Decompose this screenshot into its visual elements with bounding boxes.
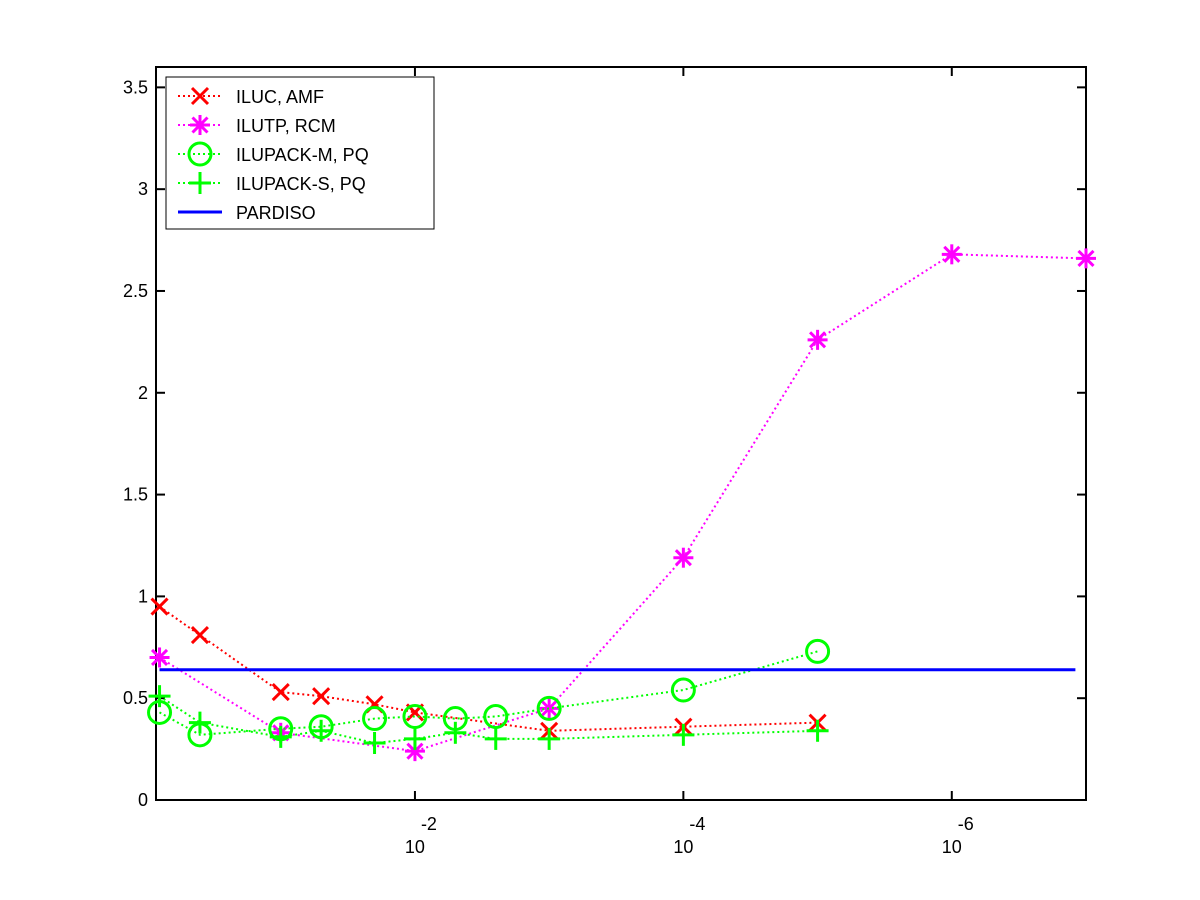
asterisk-marker-stroke xyxy=(809,331,827,349)
legend-label: ILUPACK-M, PQ xyxy=(236,145,369,165)
circle-marker xyxy=(536,695,562,721)
circle-marker xyxy=(483,704,509,730)
data-point xyxy=(271,683,290,702)
data-point xyxy=(539,698,560,719)
legend-entry: PARDISO xyxy=(178,203,316,223)
y-tick-label: 2 xyxy=(138,383,148,403)
asterisk-marker-stroke xyxy=(674,549,692,567)
x-marker-stroke xyxy=(190,86,210,106)
data-point xyxy=(806,719,829,742)
circle-marker xyxy=(805,638,831,664)
x-tick-label-base: 10 xyxy=(405,837,425,857)
y-tick-label: 1 xyxy=(138,586,148,606)
data-point xyxy=(805,638,831,664)
data-point xyxy=(403,727,426,750)
data-point xyxy=(536,695,562,721)
x-tick-label-exponent: -4 xyxy=(689,814,705,834)
legend-entry: ILUPACK-M, PQ xyxy=(178,141,369,167)
data-point xyxy=(941,244,962,265)
data-point xyxy=(444,721,467,744)
x-marker-stroke xyxy=(271,683,290,702)
y-tick-label: 0.5 xyxy=(123,688,148,708)
series-2 xyxy=(147,638,831,748)
data-point xyxy=(538,727,561,750)
x-tick-label-exponent: -2 xyxy=(421,814,437,834)
circle-marker xyxy=(362,706,388,732)
series-layer xyxy=(147,244,1096,762)
data-point xyxy=(149,647,170,668)
data-point xyxy=(670,677,696,703)
data-point xyxy=(310,719,333,742)
x-tick-label-base: 10 xyxy=(942,837,962,857)
data-point xyxy=(363,731,386,754)
asterisk-marker-stroke xyxy=(406,742,424,760)
legend-entry: ILUC, AMF xyxy=(178,86,324,107)
data-point xyxy=(672,723,695,746)
y-tick-label: 0 xyxy=(138,790,148,810)
data-point xyxy=(402,704,428,730)
y-tick-label: 3 xyxy=(138,179,148,199)
data-point xyxy=(269,725,292,748)
data-point xyxy=(190,626,209,645)
asterisk-marker-stroke xyxy=(943,245,961,263)
legend-entry: ILUPACK-S, PQ xyxy=(178,172,366,194)
x-tick-label-exponent: -6 xyxy=(958,814,974,834)
axis-ticks: 0 0.5 1 1.5 2 2.5 3 3.5 10 -2 10 -4 10 -6 xyxy=(123,67,1086,857)
legend-label: ILUPACK-S, PQ xyxy=(236,174,366,194)
series-3 xyxy=(148,685,829,754)
data-point xyxy=(362,706,388,732)
asterisk-marker-stroke xyxy=(1077,249,1095,267)
x-marker-stroke xyxy=(312,687,331,706)
series-line xyxy=(159,650,818,736)
y-tick-label: 3.5 xyxy=(123,77,148,97)
data-point xyxy=(150,597,169,616)
asterisk-marker-stroke xyxy=(191,116,209,134)
circle-marker xyxy=(187,141,213,167)
data-point xyxy=(484,727,507,750)
legend-label: ILUTP, RCM xyxy=(236,116,336,136)
data-point xyxy=(312,687,331,706)
data-point xyxy=(1076,248,1096,269)
legend-label: ILUC, AMF xyxy=(236,87,324,107)
x-tick-label-base: 10 xyxy=(673,837,693,857)
y-tick-label: 2.5 xyxy=(123,281,148,301)
circle-marker xyxy=(670,677,696,703)
asterisk-marker-stroke xyxy=(540,699,558,717)
legend-label: PARDISO xyxy=(236,203,316,223)
x-marker-stroke xyxy=(150,597,169,616)
legend-entry: ILUTP, RCM xyxy=(178,115,336,136)
data-point xyxy=(148,685,171,708)
data-point xyxy=(807,329,828,350)
asterisk-marker-stroke xyxy=(150,648,169,667)
data-point xyxy=(483,704,509,730)
series-line xyxy=(158,253,1087,753)
data-point xyxy=(188,711,211,734)
y-tick-label: 1.5 xyxy=(123,485,148,505)
x-marker-stroke xyxy=(190,626,209,645)
data-point xyxy=(673,547,694,568)
circle-marker xyxy=(402,704,428,730)
legend: ILUC, AMF ILUTP, RCM ILUPACK-M, PQ ILUPACK-… xyxy=(165,76,435,230)
